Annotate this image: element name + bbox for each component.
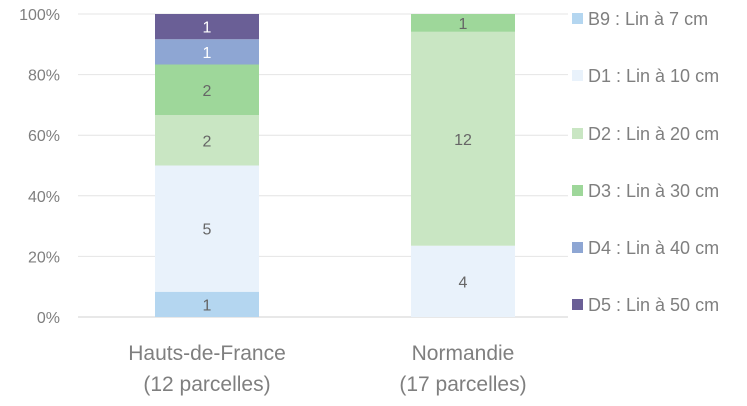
legend-swatch (572, 242, 583, 253)
legend-swatch (572, 13, 583, 24)
data-label: 1 (203, 45, 212, 62)
y-tick-label: 60% (28, 128, 60, 145)
y-tick-label: 40% (28, 189, 60, 206)
data-labels: 1 5 2 2 1 1 4 12 1 (203, 16, 472, 314)
data-label: 5 (203, 222, 212, 239)
y-tick-label: 80% (28, 68, 60, 85)
x-category-label: (17 parcelles) (399, 373, 526, 396)
legend-label: D1 : Lin à 10 cm (588, 66, 719, 86)
legend-swatch (572, 128, 583, 139)
y-axis: 0% 20% 40% 60% 80% 100% (19, 7, 60, 327)
legend-label: D4 : Lin à 40 cm (588, 238, 719, 258)
bar-segment (155, 165, 259, 292)
legend-label: B9 : Lin à 7 cm (588, 9, 708, 29)
data-label: 2 (203, 83, 212, 100)
bar-segment (155, 64, 259, 115)
bar-segment (411, 31, 515, 246)
legend-label: D3 : Lin à 30 cm (588, 181, 719, 201)
legend-label: D2 : Lin à 20 cm (588, 124, 719, 144)
data-label: 2 (203, 133, 212, 150)
x-category-label: Normandie (412, 342, 515, 365)
data-label: 12 (454, 132, 472, 149)
bar-segment (155, 115, 259, 166)
bar-segment (411, 245, 515, 317)
x-category-label: Hauts-de-France (128, 342, 286, 365)
legend-swatch (572, 299, 583, 310)
data-label: 1 (203, 20, 212, 37)
legend-label: D5 : Lin à 50 cm (588, 295, 719, 315)
bar-segment (155, 14, 259, 40)
legend: B9 : Lin à 7 cm D1 : Lin à 10 cm D2 : Lin … (572, 9, 719, 315)
legend-swatch (572, 70, 583, 81)
x-category-label: (12 parcelles) (143, 373, 270, 396)
bars (155, 14, 515, 317)
bar-segment (155, 291, 259, 317)
y-tick-label: 100% (19, 7, 60, 24)
y-tick-label: 20% (28, 249, 60, 266)
x-axis: Hauts-de-France (12 parcelles) Normandie (1… (128, 342, 526, 396)
data-label: 1 (459, 16, 468, 33)
bar-segment (411, 14, 515, 32)
bar-segment (155, 39, 259, 65)
y-tick-label: 0% (37, 310, 60, 327)
legend-swatch (572, 185, 583, 196)
data-label: 1 (203, 297, 212, 314)
data-label: 4 (459, 274, 468, 291)
